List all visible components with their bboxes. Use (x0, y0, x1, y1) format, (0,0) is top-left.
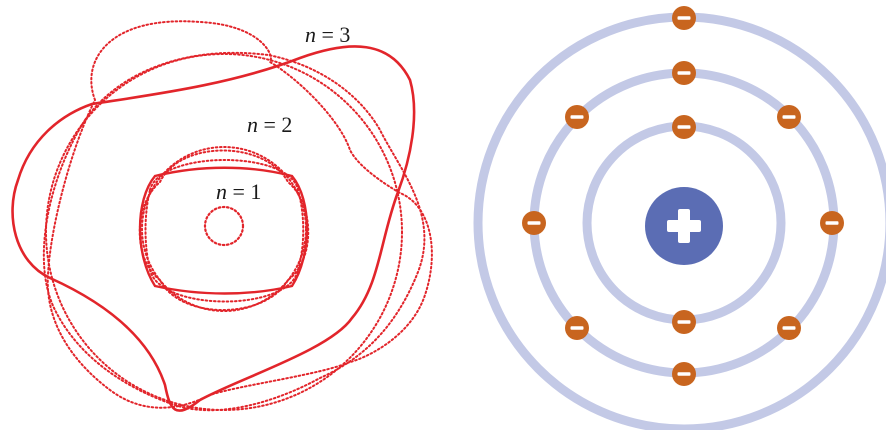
orbit-n1-label: n = 1 (216, 179, 261, 204)
minus-icon (677, 372, 691, 376)
orbit-n2-label-variable: n (247, 112, 258, 137)
nucleus (645, 187, 723, 265)
orbit-n3-label: n = 3 (305, 22, 350, 47)
electrons (522, 6, 844, 386)
atom-shell-diagram (473, 6, 886, 430)
electron-middle (672, 61, 696, 85)
minus-icon (677, 16, 691, 20)
minus-icon (825, 221, 839, 225)
orbit-n3 (11, 20, 433, 412)
orbit-n2-dotted-wave-a (138, 149, 310, 311)
orbit-n3-dotted-circle (45, 53, 403, 411)
plus-icon (667, 209, 701, 243)
orbit-n3-dotted-wave-b (42, 51, 426, 412)
orbit-n3-solid-wave (11, 45, 416, 412)
orbit-n3-dotted-wave-a (46, 20, 433, 409)
electron-middle (820, 211, 844, 235)
electron-outer (672, 6, 696, 30)
electron-middle (777, 316, 801, 340)
orbit-n3-label-value: = 3 (316, 22, 350, 47)
electron-inner (672, 115, 696, 139)
minus-icon (782, 326, 796, 330)
wave-orbit-diagram: n = 1 n = 2 n = 3 (11, 20, 433, 412)
minus-icon (527, 221, 541, 225)
electron-inner (672, 310, 696, 334)
orbit-n1-label-variable: n (216, 179, 227, 204)
orbit-n2-dotted-wave-b (144, 159, 305, 303)
orbit-n2-label-value: = 2 (258, 112, 292, 137)
electron-middle (565, 105, 589, 129)
minus-icon (677, 320, 691, 324)
orbit-n3-label-variable: n (305, 22, 316, 47)
orbit-n1-label-value: = 1 (227, 179, 261, 204)
electron-middle (565, 316, 589, 340)
minus-icon (677, 71, 691, 75)
orbit-n2 (138, 146, 310, 312)
orbit-n1 (203, 205, 245, 247)
orbit-n2-label: n = 2 (247, 112, 292, 137)
minus-icon (782, 115, 796, 119)
orbit-n2-dotted-circle (141, 146, 307, 312)
orbit-n1-dotted-circle (203, 205, 245, 247)
minus-icon (677, 125, 691, 129)
electron-middle (777, 105, 801, 129)
minus-icon (570, 115, 584, 119)
electron-middle (672, 362, 696, 386)
electron-middle (522, 211, 546, 235)
minus-icon (570, 326, 584, 330)
